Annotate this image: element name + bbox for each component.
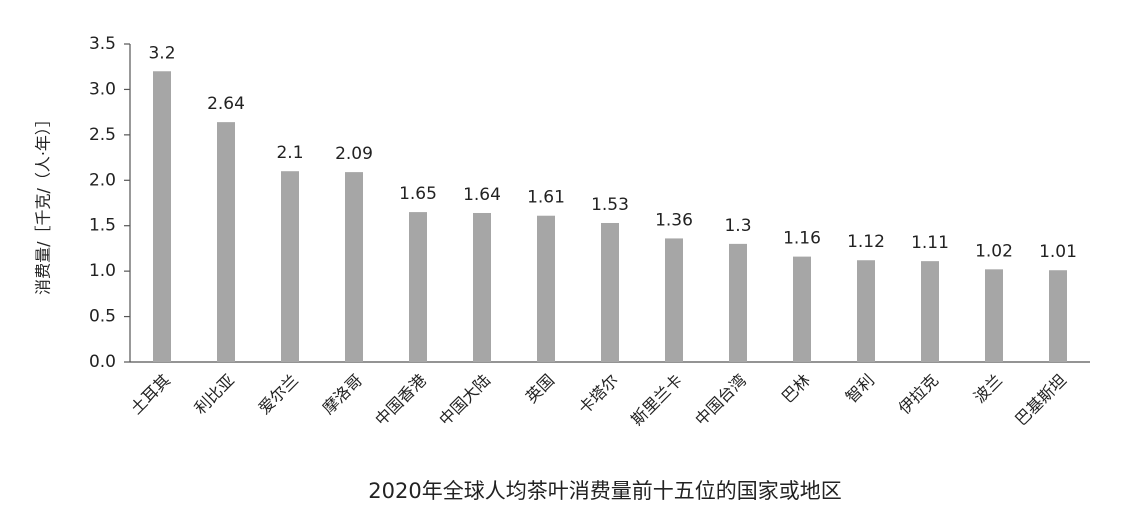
bar bbox=[345, 172, 363, 362]
data-label: 2.09 bbox=[335, 144, 373, 164]
y-tick-label: 2.5 bbox=[89, 125, 116, 145]
data-label: 1.3 bbox=[724, 216, 751, 236]
bar bbox=[857, 260, 875, 362]
y-tick-label: 2.0 bbox=[89, 170, 116, 190]
x-tick-label: 中国香港 bbox=[371, 371, 430, 430]
y-tick-label: 3.0 bbox=[89, 79, 116, 99]
y-axis-label: 消费量/［千克/（人·年）］ bbox=[34, 111, 53, 295]
x-tick-label: 巴林 bbox=[778, 371, 814, 407]
data-label: 2.1 bbox=[276, 143, 303, 163]
bar bbox=[281, 171, 299, 362]
bar bbox=[409, 212, 427, 362]
x-tick-label: 卡塔尔 bbox=[575, 371, 622, 418]
y-tick-label: 1.5 bbox=[89, 216, 116, 236]
x-tick-label: 伊拉克 bbox=[895, 371, 942, 418]
x-tick-label: 土耳其 bbox=[127, 371, 174, 418]
bar bbox=[153, 71, 171, 362]
bar bbox=[985, 269, 1003, 362]
data-label: 1.11 bbox=[911, 233, 949, 253]
data-label: 1.64 bbox=[463, 185, 501, 205]
bar bbox=[665, 238, 683, 362]
data-label: 2.64 bbox=[207, 94, 245, 114]
data-label: 1.01 bbox=[1039, 242, 1077, 262]
bar bbox=[793, 256, 811, 362]
y-tick-label: 0.0 bbox=[89, 352, 116, 372]
x-tick-label: 英国 bbox=[522, 371, 558, 407]
x-tick-label: 斯里兰卡 bbox=[627, 371, 686, 430]
bar bbox=[217, 122, 235, 362]
data-label: 1.61 bbox=[527, 188, 565, 208]
data-label: 1.12 bbox=[847, 232, 885, 252]
data-label: 3.2 bbox=[148, 43, 175, 63]
data-label: 1.16 bbox=[783, 229, 821, 249]
bar bbox=[601, 222, 619, 362]
bar bbox=[921, 261, 939, 362]
y-tick-label: 0.5 bbox=[89, 307, 116, 327]
bar bbox=[473, 212, 491, 362]
data-label: 1.36 bbox=[655, 210, 693, 230]
x-tick-label: 利比亚 bbox=[191, 371, 238, 418]
x-tick-label: 中国台湾 bbox=[691, 371, 750, 430]
x-tick-label: 巴基斯坦 bbox=[1011, 371, 1070, 430]
data-label: 1.53 bbox=[591, 195, 629, 215]
x-tick-label: 摩洛哥 bbox=[319, 371, 366, 418]
bar bbox=[1049, 270, 1067, 362]
y-tick-label: 1.0 bbox=[89, 261, 116, 281]
x-tick-label: 波兰 bbox=[970, 371, 1006, 407]
y-tick-label: 3.5 bbox=[89, 34, 116, 54]
data-label: 1.02 bbox=[975, 241, 1013, 261]
x-tick-label: 中国大陆 bbox=[435, 371, 494, 430]
bar bbox=[537, 215, 555, 362]
bar bbox=[729, 243, 747, 362]
x-tick-label: 爱尔兰 bbox=[255, 371, 302, 418]
chart-title: 2020年全球人均茶叶消费量前十五位的国家或地区 bbox=[368, 479, 841, 503]
data-label: 1.65 bbox=[399, 184, 437, 204]
x-tick-label: 智利 bbox=[842, 371, 878, 407]
